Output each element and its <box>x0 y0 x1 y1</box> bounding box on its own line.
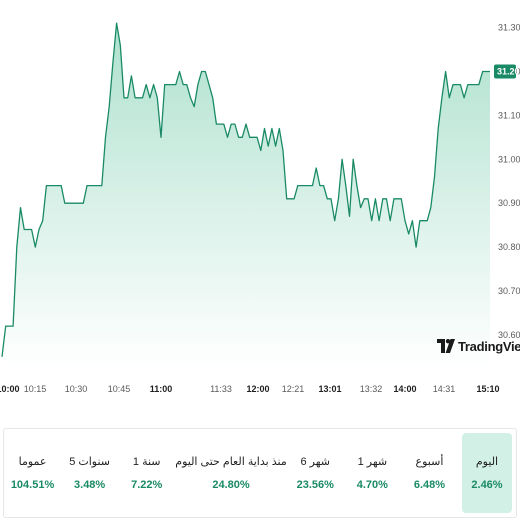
y-tick-label: 30.80 <box>498 242 520 252</box>
performance-periods: اليوم 2.46% أسبوع 6.48% 1 شهر 4.70% 6 شهر 23.56… <box>3 428 517 518</box>
period-label: 6 شهر <box>300 456 331 468</box>
y-tick-label: 30.60 <box>498 330 520 340</box>
period-change-value: 3.48% <box>74 479 106 491</box>
period-tab-4[interactable]: منذ بداية العام حتى اليوم 24.80% <box>175 429 286 517</box>
x-tick-label: 14:00 <box>393 384 416 394</box>
x-tick-label: 10:15 <box>24 384 47 394</box>
period-change-value: 4.70% <box>356 479 388 491</box>
tradingview-logo: TradingView <box>437 336 520 356</box>
x-tick-label: 11:33 <box>210 384 232 394</box>
period-label: منذ بداية العام حتى اليوم <box>175 456 287 468</box>
period-change-value: 7.22% <box>131 479 163 491</box>
last-price-tag <box>494 64 516 79</box>
period-label: عموما <box>18 456 47 468</box>
x-tick-label: 14:31 <box>433 384 456 394</box>
y-tick-label: 31.30 <box>498 23 520 33</box>
y-tick-label: 30.90 <box>498 198 520 208</box>
period-change-value: 23.56% <box>296 479 334 491</box>
x-tick-label: 10:45 <box>108 384 131 394</box>
period-change-value: 2.46% <box>471 479 503 491</box>
x-tick-label: 13:01 <box>318 384 341 394</box>
period-tab-6[interactable]: 5 سنوات 3.48% <box>61 429 118 517</box>
price-line <box>1 22 490 357</box>
x-tick-label: 11:00 <box>150 384 173 394</box>
x-tick-label: 12:21 <box>282 384 305 394</box>
tradingview-logo-icon <box>437 339 455 353</box>
x-tick-label: 10:30 <box>65 384 88 394</box>
last-price-label: 31.20 <box>497 67 520 77</box>
period-label: أسبوع <box>415 456 444 468</box>
price-area <box>2 23 490 370</box>
period-label: 1 شهر <box>357 456 388 468</box>
x-tick-label: 10:00 <box>0 384 20 394</box>
period-tab-2[interactable]: 1 شهر 4.70% <box>344 429 401 517</box>
period-tab-1[interactable]: أسبوع 6.48% <box>401 429 458 517</box>
x-tick-label: 15:10 <box>476 384 499 394</box>
period-change-value: 104.51% <box>10 479 55 491</box>
y-tick-label: 31.10 <box>498 110 520 120</box>
period-label: اليوم <box>475 456 499 468</box>
period-change-value: 6.48% <box>413 479 446 491</box>
period-tab-5[interactable]: 1 سنة 7.22% <box>118 429 175 517</box>
y-tick-label: 31.00 <box>498 154 520 164</box>
x-tick-label: 13:32 <box>360 384 383 394</box>
period-tab-0[interactable]: اليوم 2.46% <box>462 433 512 513</box>
price-chart[interactable]: 30.60 30.70 30.80 30.90 31.00 31.10 31.20 31.30… <box>0 0 520 410</box>
x-tick-label: 12:00 <box>246 384 269 394</box>
y-tick-label: 30.70 <box>498 286 520 296</box>
period-change-value: 24.80% <box>212 479 250 491</box>
period-tab-7[interactable]: عموما 104.51% <box>4 429 61 517</box>
period-tab-3[interactable]: 6 شهر 23.56% <box>287 429 344 517</box>
tradingview-logo-text: TradingView <box>458 338 520 354</box>
price-chart-svg[interactable]: 30.60 30.70 30.80 30.90 31.00 31.10 31.20 31.30… <box>0 0 520 410</box>
period-label: 1 سنة <box>132 456 161 468</box>
period-label: 5 سنوات <box>69 456 111 468</box>
